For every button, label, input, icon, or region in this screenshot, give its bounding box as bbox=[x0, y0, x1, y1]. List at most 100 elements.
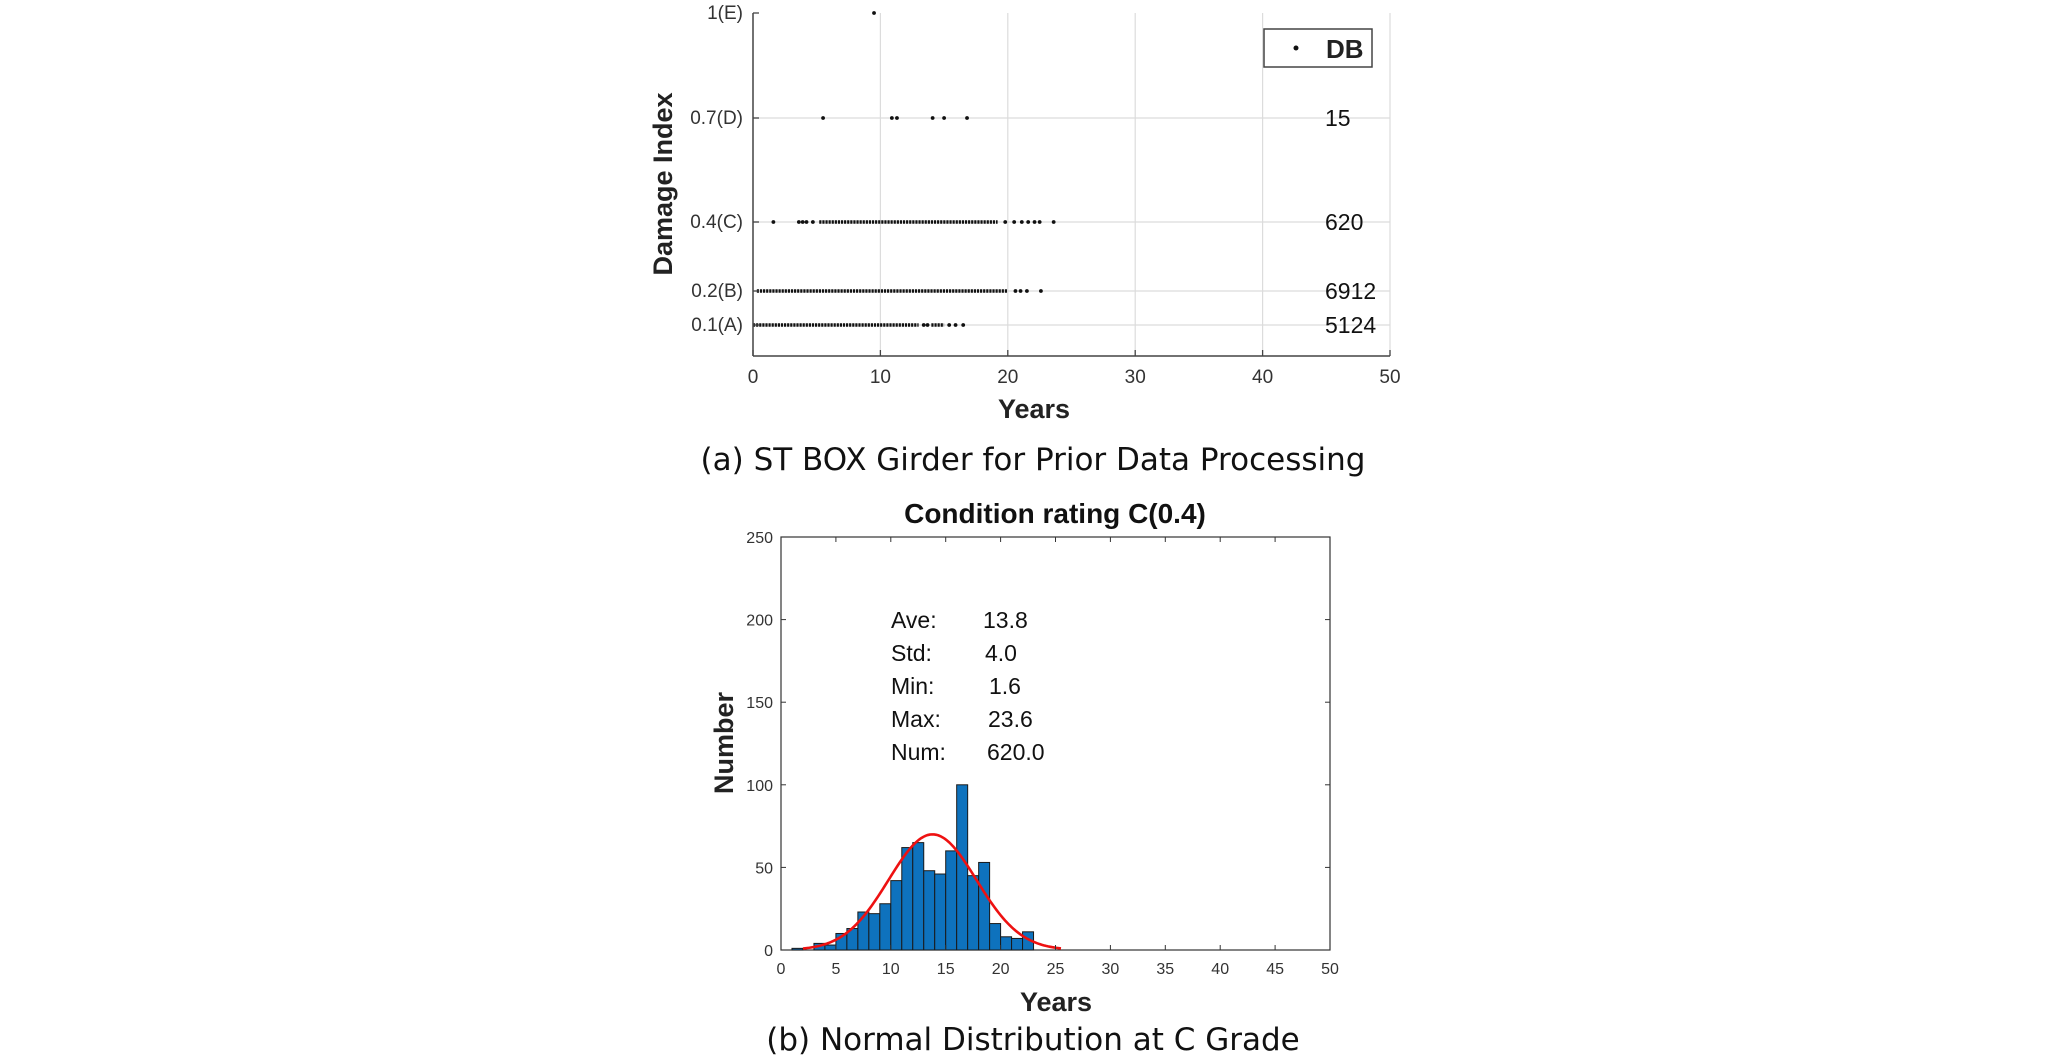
x-tick-label: 20 bbox=[992, 961, 1010, 978]
stat-label: Min: bbox=[891, 673, 934, 699]
histogram-bar bbox=[824, 944, 837, 951]
x-tick-label: 50 bbox=[1321, 961, 1339, 978]
y-tick-label: 150 bbox=[746, 695, 773, 712]
histogram-bar bbox=[890, 880, 903, 951]
y-tick-label: 200 bbox=[746, 613, 773, 630]
data-point bbox=[1039, 289, 1043, 293]
histogram-bar bbox=[978, 861, 991, 951]
stat-value: 1.6 bbox=[989, 673, 1021, 699]
scatter-x-ticks: 0 10 20 30 40 50 bbox=[748, 350, 1401, 388]
data-point bbox=[1003, 220, 1008, 224]
histogram-bar bbox=[1011, 937, 1024, 951]
histogram-bar bbox=[912, 842, 925, 951]
level-count-label: 5124 bbox=[1325, 312, 1376, 338]
histogram-bar bbox=[956, 784, 969, 951]
scatter-y-ticks: 1(E) 0.7(D) 0.4(C) 0.2(B) 0.1(A) bbox=[690, 3, 759, 336]
stat-value: 13.8 bbox=[983, 607, 1028, 633]
x-tick-label: 45 bbox=[1266, 961, 1284, 978]
data-point bbox=[1051, 220, 1056, 224]
y-tick-label: 0 bbox=[764, 943, 773, 960]
scatter-y-axis-label: Damage Index bbox=[648, 92, 678, 275]
x-tick-label: 30 bbox=[1102, 961, 1120, 978]
data-point bbox=[821, 116, 825, 120]
x-tick-label: 40 bbox=[1252, 367, 1273, 388]
histogram-bar bbox=[879, 903, 892, 951]
y-tick-label: 0.2(B) bbox=[691, 281, 743, 302]
data-point bbox=[930, 116, 935, 120]
stat-value: 620.0 bbox=[987, 739, 1045, 765]
histogram-bar bbox=[791, 947, 804, 951]
histogram-title: Condition rating C(0.4) bbox=[904, 498, 1206, 529]
scatter-panel: 0 10 20 30 40 50 1(E) 0.7(D) 0.4(C) 0.2(B) 0.1(A)… bbox=[648, 3, 1401, 424]
level-count-label: 6912 bbox=[1325, 278, 1376, 304]
data-point bbox=[965, 116, 969, 120]
data-point bbox=[895, 116, 899, 120]
legend-label: DB bbox=[1326, 34, 1364, 64]
data-point bbox=[796, 220, 801, 224]
histogram-bar bbox=[967, 875, 980, 951]
y-tick-label: 0.4(C) bbox=[690, 212, 743, 233]
caption-b: (b) Normal Distribution at C Grade bbox=[766, 1022, 1299, 1058]
stat-value: 23.6 bbox=[988, 706, 1033, 732]
data-point bbox=[1025, 289, 1029, 293]
legend-marker-icon bbox=[1293, 45, 1299, 51]
x-tick-label: 30 bbox=[1125, 367, 1146, 388]
data-point bbox=[1018, 289, 1023, 293]
histogram-bar bbox=[945, 850, 958, 951]
data-point bbox=[872, 11, 876, 15]
scatter-x-axis-label: Years bbox=[998, 394, 1070, 424]
histogram-bars bbox=[791, 784, 1035, 951]
histogram-panel: Condition rating C(0.4) 0 5 10 15 20 25 30 35 40… bbox=[709, 498, 1339, 1017]
data-point bbox=[1019, 220, 1024, 224]
histogram-bar bbox=[934, 873, 947, 951]
x-tick-label: 40 bbox=[1211, 961, 1229, 978]
scatter-legend: DB bbox=[1263, 28, 1373, 68]
data-point bbox=[1012, 220, 1017, 224]
stat-label: Std: bbox=[891, 640, 932, 666]
x-tick-label: 50 bbox=[1379, 367, 1400, 388]
x-tick-label: 10 bbox=[870, 367, 891, 388]
x-tick-label: 0 bbox=[748, 367, 759, 388]
data-point bbox=[921, 323, 926, 327]
normal-fit-curve bbox=[802, 833, 1062, 950]
histogram-plot-area bbox=[780, 536, 1331, 951]
data-point bbox=[1013, 289, 1018, 293]
data-point bbox=[925, 323, 930, 327]
y-tick-label: 1(E) bbox=[707, 3, 743, 24]
x-tick-label: 35 bbox=[1156, 961, 1174, 978]
y-tick-label: 100 bbox=[746, 778, 773, 795]
histogram-y-ticks: 0 50 100 150 200 250 bbox=[746, 530, 1330, 960]
y-tick-label: 50 bbox=[755, 860, 773, 877]
data-point bbox=[810, 220, 815, 224]
y-tick-label: 250 bbox=[746, 530, 773, 547]
data-point bbox=[961, 323, 966, 327]
x-tick-label: 15 bbox=[937, 961, 955, 978]
data-point bbox=[889, 116, 894, 120]
y-tick-label: 0.1(A) bbox=[691, 315, 743, 336]
stat-label: Ave: bbox=[891, 607, 937, 633]
data-point bbox=[953, 323, 958, 327]
scatter-points bbox=[753, 11, 1056, 327]
data-point bbox=[947, 323, 952, 327]
level-count-label: 15 bbox=[1325, 105, 1351, 131]
stats-box: Ave: 13.8 Std: 4.0 Min: 1.6 Max: 23.6 Nu… bbox=[891, 607, 1045, 765]
data-point bbox=[1026, 220, 1031, 224]
stat-label: Max: bbox=[891, 706, 941, 732]
data-point bbox=[771, 220, 776, 224]
x-tick-label: 25 bbox=[1047, 961, 1065, 978]
histogram-bar bbox=[901, 847, 914, 951]
stat-label: Num: bbox=[891, 739, 946, 765]
x-tick-label: 0 bbox=[777, 961, 786, 978]
histogram-bar bbox=[1000, 936, 1013, 951]
histogram-y-axis-label: Number bbox=[709, 692, 739, 795]
stat-value: 4.0 bbox=[985, 640, 1017, 666]
caption-a: (a) ST BOX Girder for Prior Data Process… bbox=[701, 442, 1366, 478]
data-point bbox=[1032, 220, 1037, 224]
histogram-bar bbox=[989, 923, 1002, 951]
data-point bbox=[804, 220, 809, 224]
histogram-x-axis-label: Years bbox=[1020, 987, 1092, 1017]
x-tick-label: 20 bbox=[997, 367, 1018, 388]
scatter-count-labels: 15 620 6912 5124 bbox=[1325, 105, 1376, 338]
scatter-plot-area bbox=[753, 13, 1390, 356]
